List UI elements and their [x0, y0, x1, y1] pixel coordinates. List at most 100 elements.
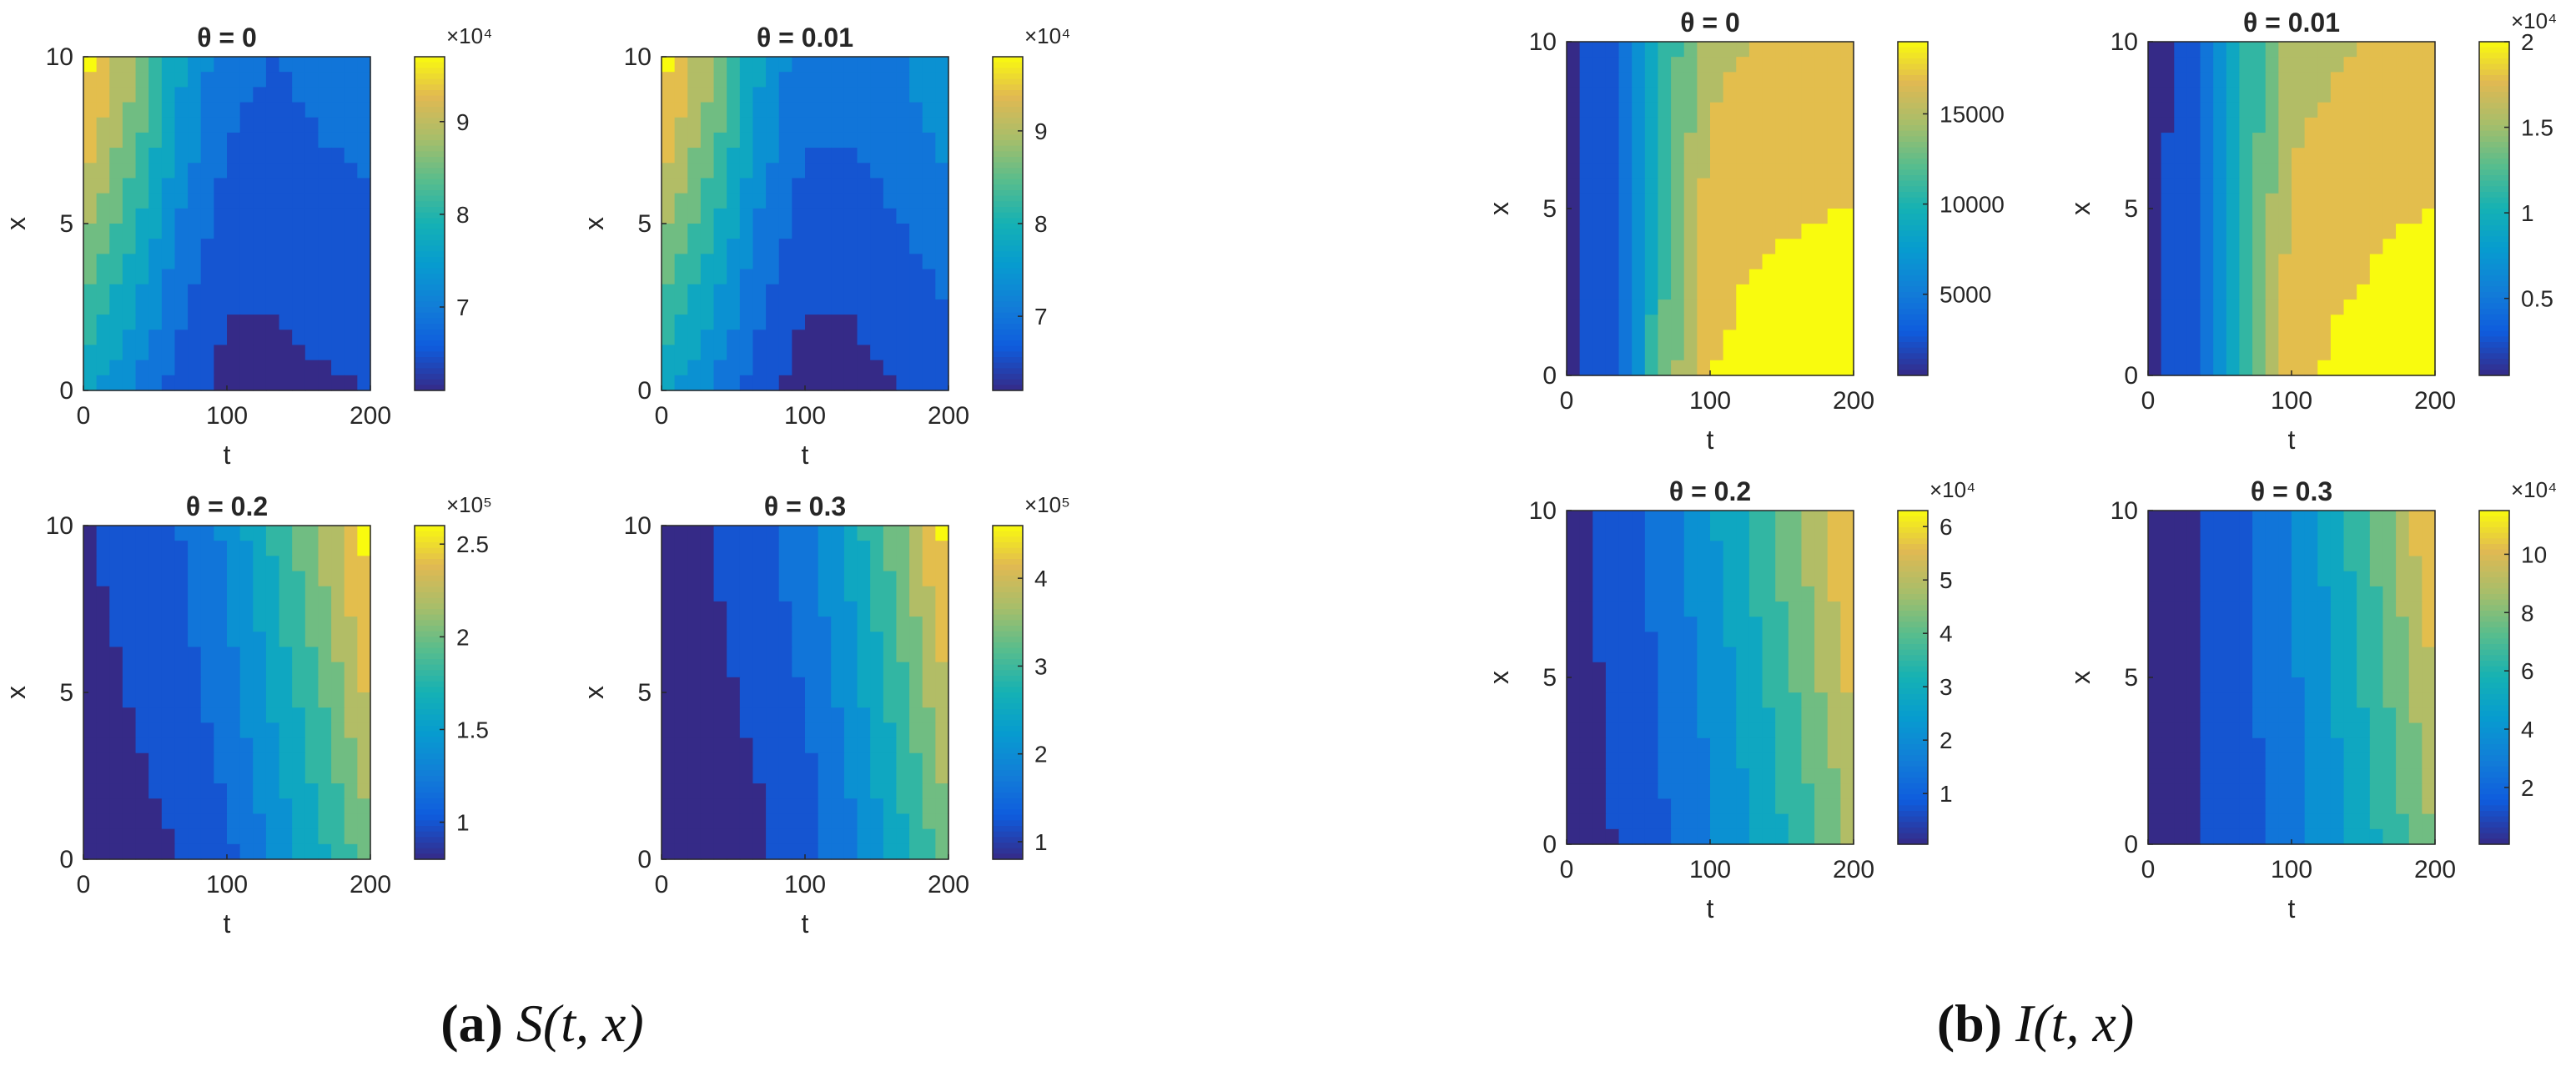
heatmap-cell [2382, 360, 2397, 376]
heatmap-cell [1840, 72, 1854, 88]
heatmap-cell [727, 737, 741, 754]
heatmap-cell [1840, 315, 1854, 331]
heatmap-cell [727, 269, 741, 285]
heatmap-cell [713, 526, 727, 541]
colorbar-segment [993, 95, 1023, 102]
heatmap-cell [2408, 330, 2423, 346]
heatmap-cell [2226, 224, 2241, 239]
heatmap-cell [1644, 632, 1659, 648]
heatmap-cell [1723, 72, 1737, 88]
heatmap-cell [96, 208, 110, 224]
heatmap-cell [1814, 526, 1829, 541]
heatmap-cell [83, 601, 98, 617]
heatmap-cell [188, 132, 202, 148]
heatmap-cell [109, 117, 123, 133]
heatmap-cell [700, 224, 715, 239]
heatmap-cell [1801, 178, 1815, 194]
heatmap-cell [2330, 692, 2345, 708]
colorbar-segment [1898, 699, 1928, 706]
heatmap-cell [687, 677, 702, 693]
heatmap-cell [805, 737, 819, 754]
heatmap-cell [857, 722, 871, 739]
heatmap-cell [818, 752, 832, 769]
heatmap-cell [2252, 677, 2267, 693]
colorbar-segment [2479, 275, 2509, 282]
heatmap-cell [805, 768, 819, 784]
heatmap-cell [687, 586, 702, 602]
heatmap-cell [843, 571, 858, 587]
heatmap-cell [2239, 330, 2253, 346]
heatmap-cell [1592, 360, 1607, 376]
heatmap-cell [96, 72, 110, 88]
heatmap-cell [2174, 284, 2188, 300]
heatmap-cell [265, 72, 280, 88]
heatmap-cell [227, 375, 241, 391]
heatmap-cell [1840, 102, 1854, 118]
heatmap-cell [1632, 707, 1646, 724]
colorbar-segment [2479, 86, 2509, 93]
heatmap-cell [674, 556, 688, 572]
heatmap-cell [1788, 783, 1803, 800]
heatmap-cell [148, 193, 163, 209]
heatmap-cell [843, 677, 858, 693]
heatmap-cell [188, 586, 202, 602]
heatmap-cell [227, 284, 241, 300]
heatmap-cell [700, 647, 715, 663]
heatmap-cell [752, 692, 767, 708]
heatmap-cell [687, 345, 702, 361]
colorbar-tick-label: 15000 [1940, 101, 2005, 127]
heatmap-cell [818, 148, 832, 164]
heatmap-cell [843, 813, 858, 830]
colorbar-segment [1898, 275, 1928, 282]
heatmap-cell [713, 541, 727, 556]
heatmap-cell [1683, 117, 1698, 133]
heatmap-cell [739, 163, 754, 179]
heatmap-cell [2408, 224, 2423, 239]
heatmap-cell [727, 132, 741, 148]
heatmap-cell [1814, 345, 1829, 361]
heatmap-cell [318, 87, 332, 103]
colorbar-segment [415, 162, 445, 169]
colorbar-segment [993, 670, 1023, 677]
colorbar-segment [415, 95, 445, 102]
heatmap-cell [2200, 571, 2214, 587]
heatmap-cell [227, 828, 241, 845]
heatmap-cell [1814, 783, 1829, 800]
heatmap-cell [2226, 617, 2241, 633]
heatmap-cell [331, 239, 345, 254]
heatmap-cell [265, 692, 280, 708]
heatmap-cell [1658, 163, 1672, 179]
x-tick-label: 100 [784, 871, 826, 898]
heatmap-cell [2174, 586, 2188, 602]
heatmap-cell [2382, 707, 2397, 724]
heatmap-cell [1775, 707, 1789, 724]
colorbar-segment [993, 101, 1023, 108]
colorbar-segment [993, 151, 1023, 158]
colorbar-segment [993, 184, 1023, 191]
heatmap-cell [2422, 677, 2436, 693]
heatmap-cell [1658, 707, 1672, 724]
heatmap-cell [805, 647, 819, 663]
heatmap-cell [1567, 299, 1581, 315]
heatmap-cell [1775, 57, 1789, 73]
heatmap-cell [2330, 360, 2345, 376]
heatmap-cell [1723, 163, 1737, 179]
heatmap-cell [2408, 783, 2423, 800]
heatmap-cell [2148, 193, 2162, 209]
heatmap-cell [1605, 632, 1620, 648]
heatmap-cell [2343, 57, 2357, 73]
heatmap-cell [2186, 677, 2201, 693]
heatmap-cell [200, 617, 214, 632]
heatmap-cell [674, 768, 688, 784]
heatmap-cell [2213, 677, 2227, 693]
heatmap-cell [304, 586, 319, 602]
heatmap-cell [857, 102, 871, 118]
heatmap-cell [1671, 117, 1685, 133]
heatmap-cell [227, 57, 241, 73]
heatmap-cell [2422, 102, 2436, 118]
heatmap-cell [200, 208, 214, 224]
colorbar-segment [1898, 230, 1928, 237]
heatmap-cell [687, 752, 702, 769]
